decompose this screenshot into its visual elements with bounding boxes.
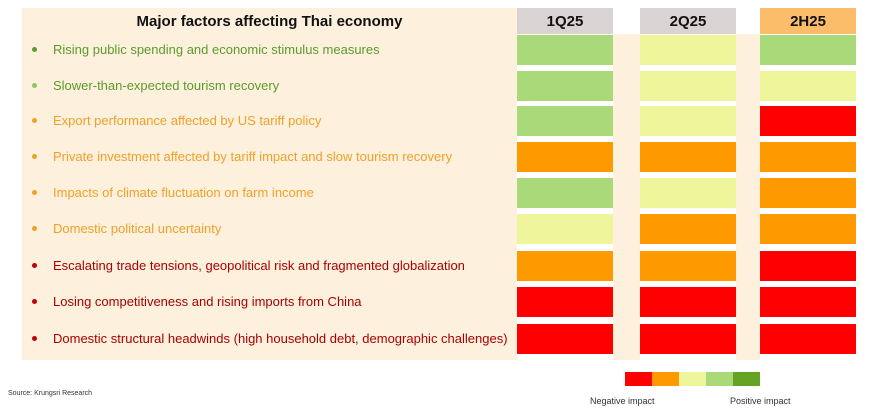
legend-negative-label: Negative impact <box>590 396 655 406</box>
impact-cell-2h25 <box>760 106 856 136</box>
impact-cell-2q25 <box>640 287 736 317</box>
factor-row: Domestic structural headwinds (high hous… <box>22 323 517 353</box>
factor-label: Private investment affected by tariff im… <box>53 148 453 164</box>
column-header-2h25: 2H25 <box>760 8 856 34</box>
impact-cell-1q25 <box>517 178 613 208</box>
impact-cell-2h25 <box>760 71 856 101</box>
impact-cell-2q25 <box>640 324 736 354</box>
legend-swatch-orange <box>652 372 679 386</box>
factor-label: Export performance affected by US tariff… <box>53 112 322 128</box>
factor-row: Escalating trade tensions, geopolitical … <box>22 250 517 280</box>
factor-label: Impacts of climate fluctuation on farm i… <box>53 184 314 200</box>
column-gap-1 <box>613 34 640 360</box>
bullet-icon <box>32 262 37 268</box>
table-title: Major factors affecting Thai economy <box>22 8 517 34</box>
impact-cell-1q25 <box>517 287 613 317</box>
factor-row: Slower-than-expected tourism recovery <box>22 70 517 100</box>
factor-row: Private investment affected by tariff im… <box>22 141 517 171</box>
impact-cell-1q25 <box>517 106 613 136</box>
impact-cell-1q25 <box>517 324 613 354</box>
bullet-icon <box>32 117 37 123</box>
source-note: Source: Krungsri Research <box>8 390 93 397</box>
impact-cell-1q25 <box>517 214 613 244</box>
impact-cell-1q25 <box>517 251 613 281</box>
legend-swatch-red <box>625 372 652 386</box>
factor-row: Impacts of climate fluctuation on farm i… <box>22 177 517 207</box>
impact-cell-1q25 <box>517 35 613 65</box>
column-gap-2 <box>736 34 760 360</box>
legend-positive-label: Positive impact <box>730 396 791 406</box>
factor-label: Domestic political uncertainty <box>53 220 222 236</box>
impact-cell-2q25 <box>640 178 736 208</box>
bullet-icon <box>32 153 37 159</box>
factor-row: Losing competitiveness and rising import… <box>22 286 517 316</box>
impact-cell-2q25 <box>640 71 736 101</box>
factor-label: Slower-than-expected tourism recovery <box>53 77 280 93</box>
impact-cell-2h25 <box>760 214 856 244</box>
impact-cell-1q25 <box>517 71 613 101</box>
impact-cell-2h25 <box>760 287 856 317</box>
legend-swatch-pale-yellow <box>679 372 706 386</box>
impact-cell-2q25 <box>640 106 736 136</box>
bullet-icon <box>32 46 37 52</box>
factor-row: Rising public spending and economic stim… <box>22 34 517 64</box>
impact-cell-2q25 <box>640 251 736 281</box>
bullet-icon <box>32 82 37 88</box>
factor-label: Escalating trade tensions, geopolitical … <box>53 257 465 273</box>
impact-cell-2h25 <box>760 142 856 172</box>
bullet-icon <box>32 189 37 195</box>
impact-cell-2h25 <box>760 324 856 354</box>
impact-cell-2q25 <box>640 214 736 244</box>
impact-cell-2q25 <box>640 142 736 172</box>
impact-cell-2h25 <box>760 178 856 208</box>
impact-cell-1q25 <box>517 142 613 172</box>
legend-swatch-green <box>733 372 760 386</box>
column-header-2q25: 2Q25 <box>640 8 736 34</box>
factor-row: Domestic political uncertainty <box>22 213 517 243</box>
factor-row: Export performance affected by US tariff… <box>22 105 517 135</box>
factor-label: Rising public spending and economic stim… <box>53 41 380 57</box>
column-header-1q25: 1Q25 <box>517 8 613 34</box>
impact-cell-2h25 <box>760 35 856 65</box>
bullet-icon <box>32 335 37 341</box>
bullet-icon <box>32 225 37 231</box>
bullet-icon <box>32 298 37 304</box>
factor-panel <box>22 34 517 360</box>
impact-cell-2q25 <box>640 35 736 65</box>
factor-label: Losing competitiveness and rising import… <box>53 293 362 309</box>
legend-swatch-light-green <box>706 372 733 386</box>
factor-label: Domestic structural headwinds (high hous… <box>53 330 508 346</box>
impact-cell-2h25 <box>760 251 856 281</box>
